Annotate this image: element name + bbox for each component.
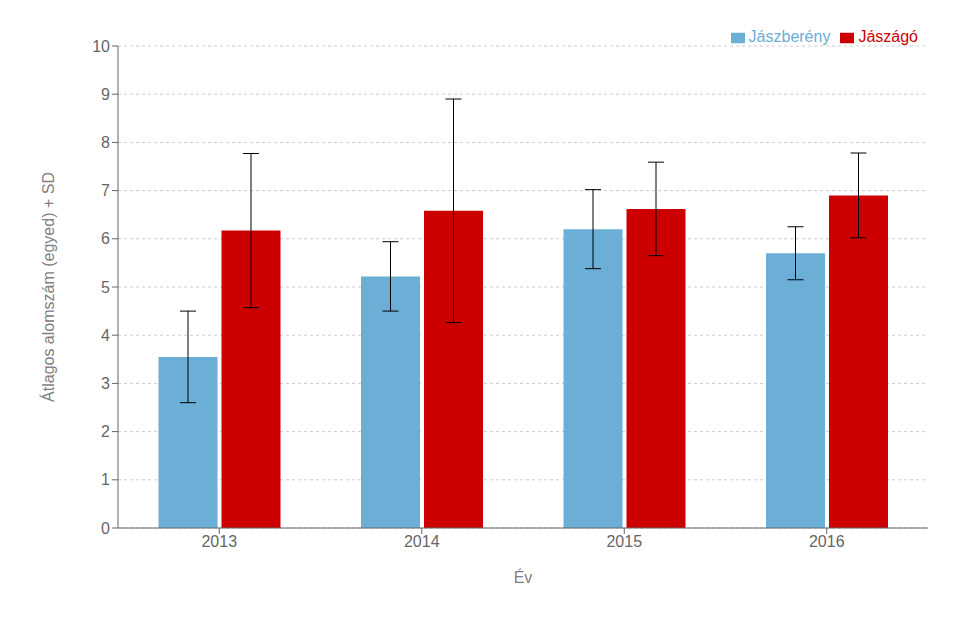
svg-text:4: 4 (101, 327, 110, 344)
svg-text:2015: 2015 (606, 533, 642, 550)
svg-text:2013: 2013 (201, 533, 237, 550)
svg-text:5: 5 (101, 279, 110, 296)
html-text:Jászberény: Jászberény (748, 28, 831, 45)
svg-text:10: 10 (92, 38, 110, 55)
svg-text:1: 1 (101, 471, 110, 488)
svg-text:3: 3 (101, 375, 110, 392)
svg-text:8: 8 (101, 134, 110, 151)
svg-text:9: 9 (101, 86, 110, 103)
svg-text:2016: 2016 (809, 533, 845, 550)
html-text:Jászágó: Jászágó (858, 28, 918, 45)
svg-text:0: 0 (101, 520, 110, 537)
svg-text:Átlagos alomszám (egyed) + SD: Átlagos alomszám (egyed) + SD (39, 172, 57, 402)
svg-text:2014: 2014 (404, 533, 440, 550)
svg-text:6: 6 (101, 230, 110, 247)
svg-text:Év: Év (514, 568, 533, 586)
svg-text:7: 7 (101, 182, 110, 199)
svg-text:2: 2 (101, 423, 110, 440)
